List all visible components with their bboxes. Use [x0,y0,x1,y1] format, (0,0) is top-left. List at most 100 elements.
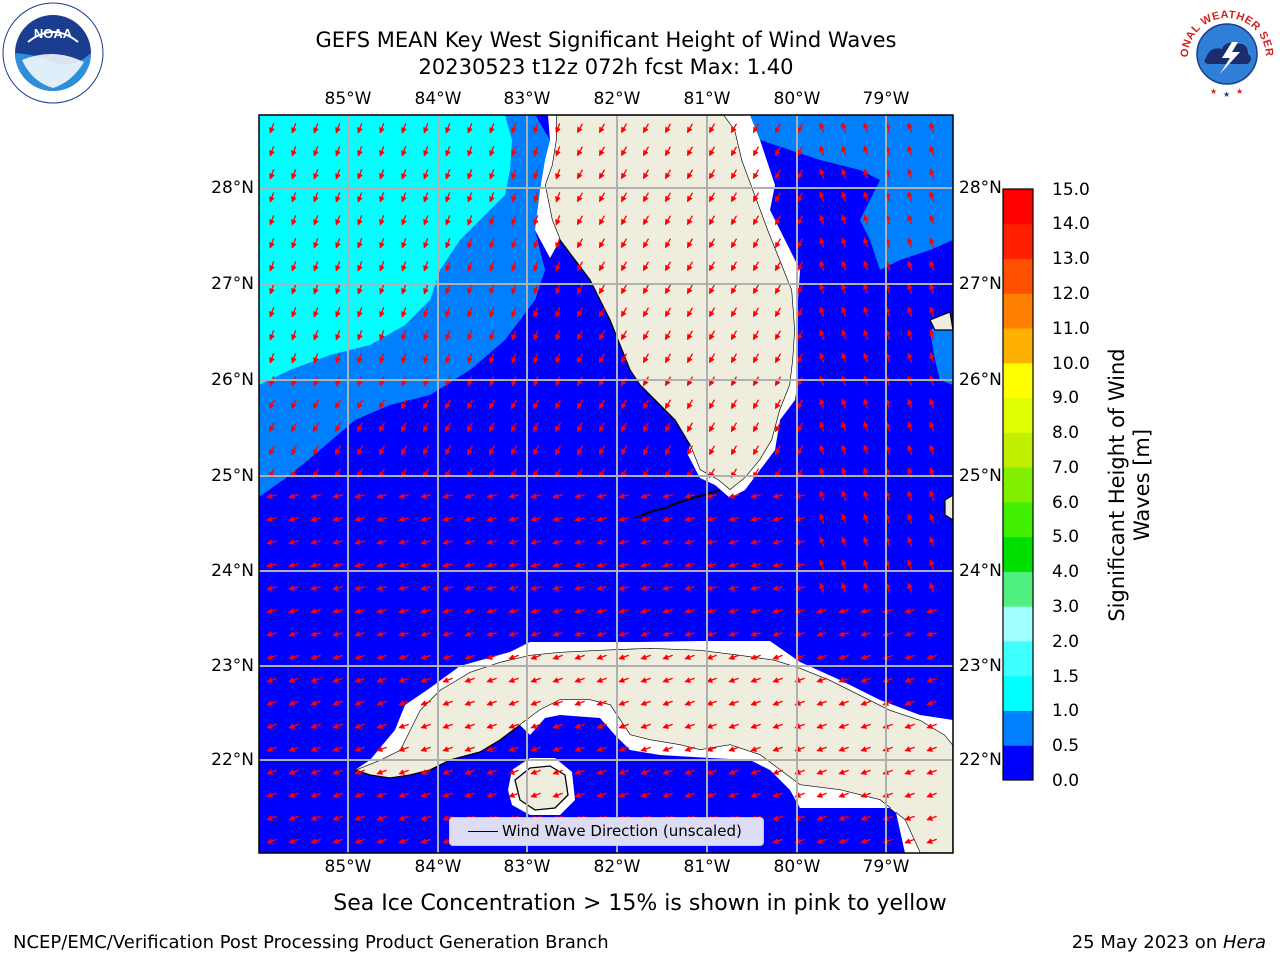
wave-direction-arrow [378,422,386,433]
colorbar-tick: 12.0 [1052,284,1090,304]
tick-left-28n: 28°N [211,178,254,198]
wave-direction-arrow [686,307,694,318]
wave-direction-arrow [467,123,473,134]
wave-direction-arrow [291,330,297,341]
wave-direction-arrow [662,585,673,591]
wave-direction-arrow [554,445,562,456]
wave-direction-arrow [442,516,453,522]
colorbar-segment [1003,432,1033,468]
wave-direction-arrow [618,769,629,775]
tick-left-23n: 23°N [211,656,254,676]
wave-direction-arrow [401,146,407,157]
wave-direction-arrow [706,608,717,614]
wave-direction-arrow [291,353,297,364]
colorbar-tick: 1.5 [1052,667,1080,687]
wave-direction-arrow [662,654,673,660]
wave-direction-arrow [530,631,541,637]
wave-direction-arrow [420,493,431,499]
wave-direction-arrow [730,215,738,226]
wave-direction-arrow [863,260,869,271]
wave-direction-arrow [291,123,297,134]
wave-direction-arrow [772,769,783,775]
wave-direction-arrow [620,169,628,180]
wave-direction-arrow [313,330,319,341]
wave-direction-arrow [530,677,541,683]
colorbar-segment [1003,223,1033,260]
wave-direction-arrow [335,353,341,364]
wave-direction-arrow [772,562,783,568]
wave-direction-arrow [310,516,321,522]
tick-left-27n: 27°N [211,274,254,294]
wave-direction-arrow [486,769,497,775]
wave-direction-arrow [335,215,341,226]
wave-direction-arrow [706,792,717,798]
wave-direction-arrow [445,146,451,157]
wave-direction-arrow [598,445,606,456]
wave-direction-arrow [423,330,429,341]
wave-direction-arrow [489,261,495,272]
wave-direction-arrow [596,654,607,660]
wave-direction-arrow [686,169,694,180]
wave-direction-arrow [882,723,893,729]
wave-direction-arrow [576,330,584,341]
wave-direction-arrow [728,769,739,775]
wave-direction-arrow [313,284,319,295]
wave-direction-arrow [530,516,541,522]
wave-direction-arrow [555,284,561,295]
wave-direction-arrow [266,539,277,545]
wave-direction-arrow [907,306,913,317]
wave-direction-arrow [445,307,451,318]
wave-direction-arrow [445,353,451,364]
wave-direction-arrow [662,792,673,798]
wave-direction-arrow [841,352,847,363]
colorbar-tick: 4.0 [1052,562,1080,582]
wave-direction-arrow [640,539,651,545]
wave-direction-arrow [574,677,585,683]
wave-direction-arrow [269,261,275,272]
wave-direction-arrow [288,723,299,729]
colorbar-label-line1: Significant Height of Wind [1105,348,1129,622]
wave-direction-arrow [398,654,409,660]
wave-direction-arrow [398,838,409,844]
wave-direction-arrow [863,513,869,524]
wave-direction-arrow [706,585,717,591]
wave-direction-arrow [596,562,607,568]
wave-direction-arrow [356,445,364,456]
footer-date-text: 25 May 2023 on [1071,932,1223,953]
wave-direction-arrow [420,769,431,775]
wave-direction-arrow [730,422,738,433]
colorbar-segment [1003,571,1033,607]
wave-direction-arrow [907,582,913,593]
wave-direction-arrow [750,516,761,522]
wave-direction-arrow [379,238,385,249]
wave-direction-arrow [376,769,387,775]
wave-direction-arrow [596,493,607,499]
wave-direction-arrow [686,215,694,226]
wave-direction-arrow [796,238,804,249]
colorbar-segment [1003,189,1033,225]
wave-direction-arrow [904,608,915,614]
wave-direction-arrow [664,261,672,272]
wave-direction-arrow [420,677,431,683]
wave-direction-arrow [552,723,563,729]
tick-left-22n: 22°N [211,750,254,770]
wave-direction-arrow [706,539,717,545]
wave-direction-arrow [376,539,387,545]
wave-direction-arrow [796,330,804,341]
wave-direction-arrow [772,631,783,637]
wave-direction-arrow [420,608,431,614]
wave-direction-arrow [819,306,825,317]
wave-direction-arrow [400,399,408,410]
wave-direction-arrow [335,192,341,203]
wave-direction-arrow [288,608,299,614]
wave-direction-arrow [618,493,629,499]
wave-direction-arrow [555,215,561,226]
wave-direction-arrow [574,562,585,568]
wave-direction-arrow [332,562,343,568]
wave-direction-arrow [420,539,431,545]
wave-direction-arrow [291,261,297,272]
wave-direction-arrow [508,700,519,706]
wave-direction-arrow [313,238,319,249]
wave-direction-arrow [552,746,563,752]
wave-direction-arrow [816,608,827,614]
